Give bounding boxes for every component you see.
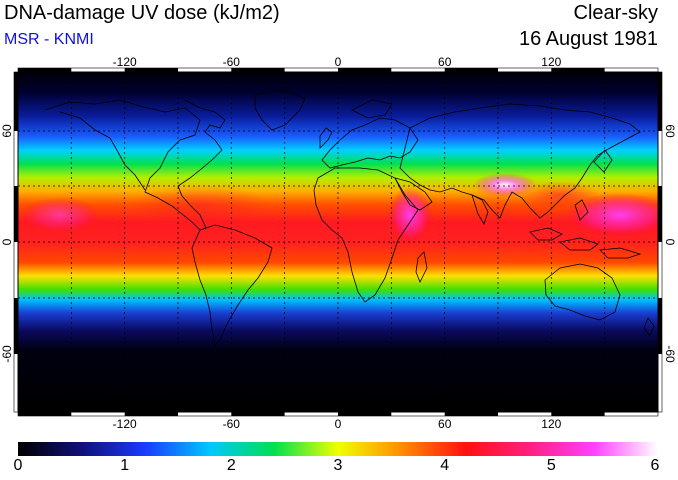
lat-label-left: 0 [0, 238, 14, 245]
lon-label-bottom: 60 [438, 417, 452, 431]
lon-label-top: 120 [541, 55, 561, 69]
date-label: 16 August 1981 [518, 28, 658, 50]
sky-condition-label: Clear-sky [573, 2, 658, 24]
lon-label-bottom: 120 [541, 417, 561, 431]
colorbar-tick-label: 5 [546, 457, 556, 474]
lat-label-left: -60 [0, 345, 14, 363]
lat-label-left: 60 [0, 124, 14, 138]
map-title: DNA-damage UV dose (kJ/m2) [4, 2, 280, 24]
colorbar-tick-label: 3 [333, 457, 343, 474]
credit-label: MSR - KNMI [4, 31, 94, 48]
colorbar-tick-label: 1 [120, 457, 130, 474]
coastlines [18, 89, 658, 399]
graticule [18, 72, 658, 412]
lon-label-top: 60 [438, 55, 452, 69]
colorbar-tick-label: 6 [650, 457, 660, 474]
colorbar-tick-label: 0 [13, 457, 23, 474]
lon-label-bottom: -60 [223, 417, 241, 431]
lat-label-right: -60 [663, 345, 677, 363]
lat-label-right: 60 [663, 124, 677, 138]
lon-label-top: -120 [113, 55, 137, 69]
lon-label-top: 0 [335, 55, 342, 69]
lon-label-bottom: 0 [335, 417, 342, 431]
lon-label-top: -60 [223, 55, 241, 69]
map-frame [13, 67, 663, 417]
colorbar-tick-label: 2 [226, 457, 236, 474]
uv-field [18, 72, 658, 412]
lat-label-right: 0 [663, 239, 677, 246]
colorbar-tick-label: 4 [440, 457, 450, 474]
lon-label-bottom: -120 [113, 417, 137, 431]
colorbar [18, 442, 658, 456]
